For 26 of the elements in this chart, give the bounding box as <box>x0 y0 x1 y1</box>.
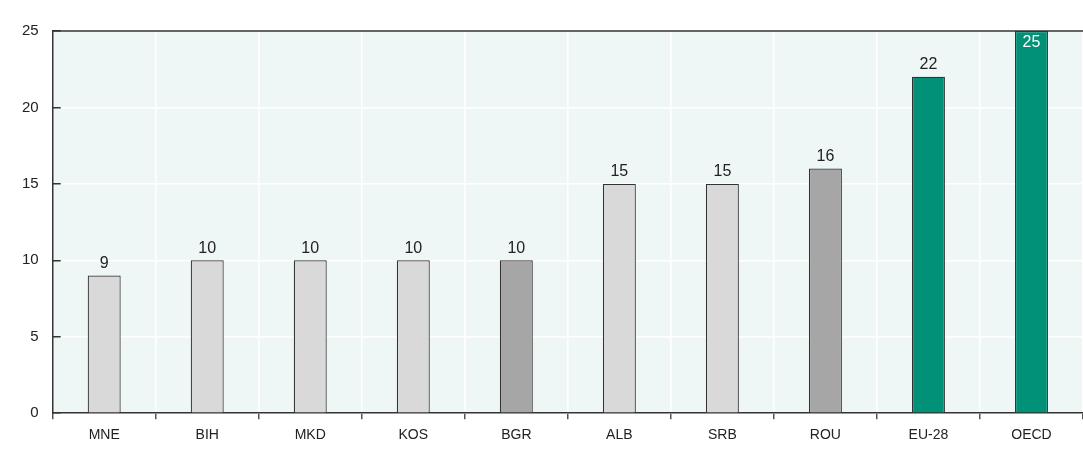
x-tick-label: BGR <box>501 426 532 443</box>
data-label: 10 <box>198 238 217 256</box>
x-tick-label: OECD <box>1011 426 1052 443</box>
data-label: 10 <box>404 238 423 256</box>
x-tick-label: MNE <box>88 426 120 443</box>
data-label: 9 <box>99 254 109 272</box>
data-label: 15 <box>713 162 732 180</box>
x-tick-label: ALB <box>606 426 633 443</box>
y-tick-label: 15 <box>22 174 39 192</box>
data-label: 16 <box>816 147 835 164</box>
y-tick-label: 25 <box>22 21 39 39</box>
y-tick-label: 20 <box>22 97 39 115</box>
data-label: 10 <box>507 238 526 256</box>
x-tick-label: KOS <box>398 426 429 443</box>
x-tick-label: SRB <box>707 426 737 443</box>
x-tick-label: EU-28 <box>908 426 949 443</box>
data-label: 22 <box>919 55 938 73</box>
x-tick-label: MKD <box>294 426 326 443</box>
data-label: 10 <box>301 238 320 256</box>
data-label: 25 <box>1022 33 1041 51</box>
x-tick-label: BIH <box>195 426 219 443</box>
x-tick-label: ROU <box>809 426 841 443</box>
y-tick-label: 10 <box>22 250 39 268</box>
y-tick-label: 0 <box>30 403 39 421</box>
data-label: 15 <box>610 162 629 180</box>
y-tick-label: 5 <box>30 326 39 344</box>
